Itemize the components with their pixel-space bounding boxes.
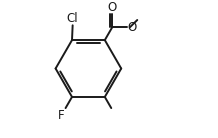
Text: F: F	[58, 109, 65, 122]
Text: Cl: Cl	[67, 12, 78, 25]
Text: O: O	[108, 1, 117, 14]
Text: O: O	[127, 21, 137, 34]
